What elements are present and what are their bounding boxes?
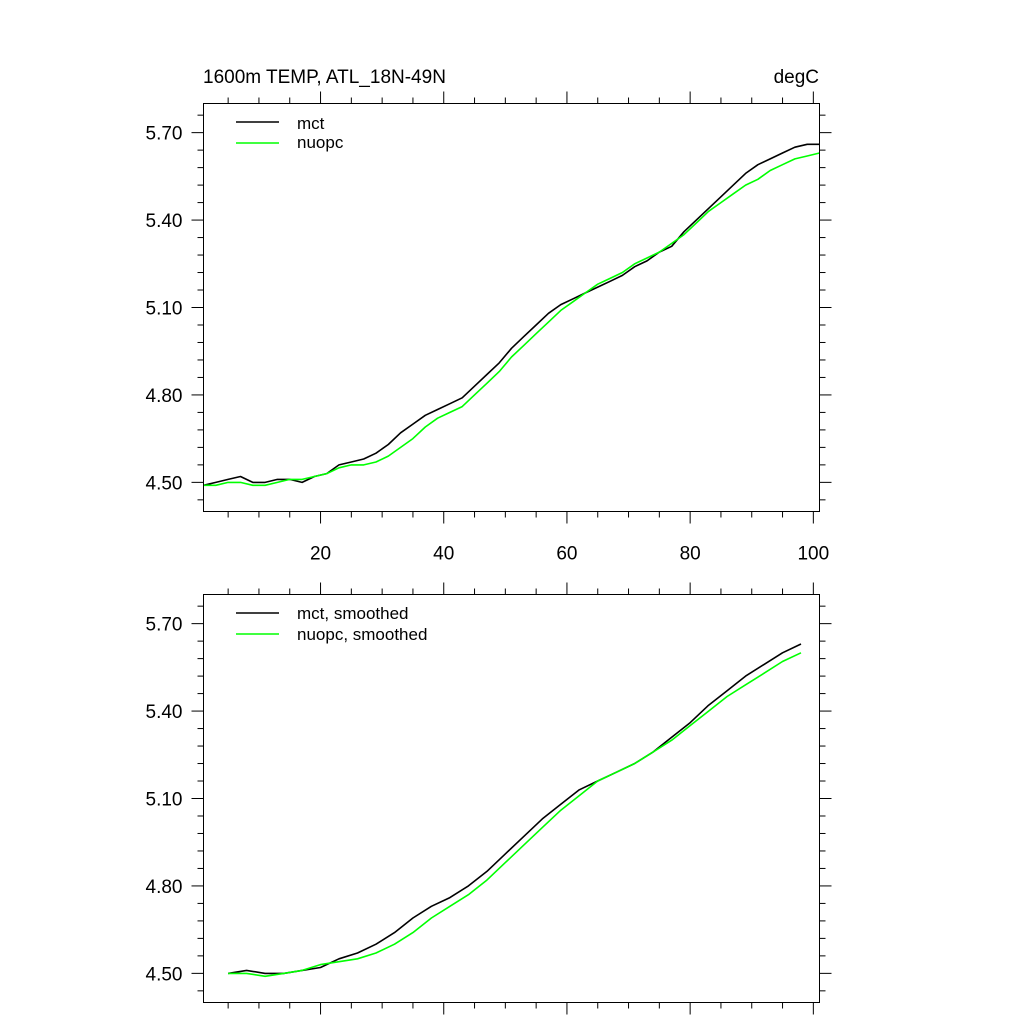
top-chart-ticks [191, 91, 832, 524]
top-x-tick-label: 60 [556, 544, 577, 565]
bottom-series-line-nuopc-smoothed [228, 652, 802, 978]
top-y-tick-label: 4.80 [146, 386, 183, 407]
legend-label-mct: mct [297, 114, 325, 133]
bottom-chart-panel: 4.50 4.80 5.10 5.40 5.70 mct, smoothed nuopc… [146, 582, 832, 1015]
bottom-chart-y-tick-labels: 4.50 4.80 5.10 5.40 5.70 [146, 615, 183, 986]
top-chart-series-lines [203, 143, 820, 487]
top-x-tick-label: 40 [433, 544, 454, 565]
top-chart-plot-frame [203, 103, 820, 512]
bottom-series-line-mct-smoothed [227, 643, 802, 975]
bottom-y-tick-label: 5.40 [146, 702, 183, 723]
bottom-chart-series-lines [227, 643, 802, 978]
bottom-y-tick-label: 5.70 [146, 615, 183, 636]
bottom-chart-legend: mct, smoothed nuopc, smoothed [236, 604, 427, 644]
bottom-y-tick-label: 4.80 [146, 877, 183, 898]
bottom-y-tick-label: 5.10 [146, 790, 183, 811]
top-chart-title-left: 1600m TEMP, ATL_18N-49N [203, 67, 446, 88]
legend-label-nuopc: nuopc [297, 133, 344, 152]
top-series-line-nuopc [203, 152, 820, 487]
top-chart-y-tick-labels: 4.50 4.80 5.10 5.40 5.70 [146, 124, 183, 495]
legend-label-mct-smoothed: mct, smoothed [297, 604, 409, 623]
top-series-line-mct [203, 143, 820, 487]
bottom-y-tick-label: 4.50 [146, 964, 183, 985]
top-chart-title-right: degC [774, 67, 819, 88]
top-x-tick-label: 100 [797, 544, 829, 565]
top-y-tick-label: 5.10 [146, 299, 183, 320]
top-chart-panel: 1600m TEMP, ATL_18N-49N degC 20 40 60 80 100… [146, 67, 832, 565]
bottom-chart-ticks [191, 582, 832, 1015]
top-y-tick-label: 5.40 [146, 211, 183, 232]
top-chart-x-tick-labels: 20 40 60 80 100 [310, 544, 829, 565]
top-y-tick-label: 4.50 [146, 473, 183, 494]
top-x-tick-label: 80 [680, 544, 701, 565]
bottom-chart-plot-frame [203, 594, 820, 1003]
legend-label-nuopc-smoothed: nuopc, smoothed [297, 625, 427, 644]
top-x-tick-label: 20 [310, 544, 331, 565]
top-chart-legend: mct nuopc [236, 114, 344, 152]
top-y-tick-label: 5.70 [146, 124, 183, 145]
